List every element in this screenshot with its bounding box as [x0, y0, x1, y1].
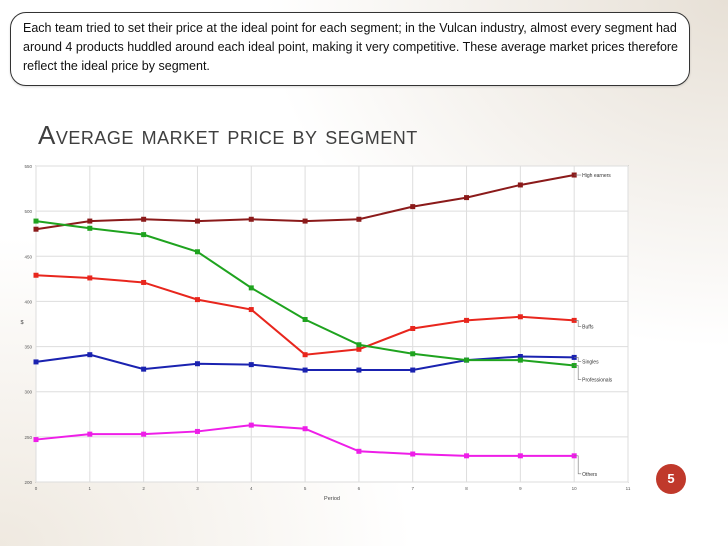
legend-leader [574, 365, 582, 380]
x-tick-label: 4 [250, 486, 253, 491]
x-tick-label: 1 [89, 486, 92, 491]
x-tick-label: 0 [35, 486, 38, 491]
x-tick-label: 8 [465, 486, 468, 491]
data-point [141, 431, 147, 437]
data-point [464, 317, 470, 323]
x-tick-label: 2 [142, 486, 145, 491]
y-tick-label: 550 [24, 164, 32, 169]
y-tick-label: 300 [24, 390, 32, 395]
y-tick-label: 500 [24, 209, 32, 214]
callout-box: Each team tried to set their price at th… [10, 12, 690, 86]
x-tick-label: 6 [358, 486, 361, 491]
slide-title: Average market price by segment [38, 120, 418, 150]
y-tick-label: 400 [24, 299, 32, 304]
data-point [194, 249, 200, 255]
data-point [517, 182, 523, 188]
data-point [248, 422, 254, 428]
series-end-label: Singles [582, 359, 599, 365]
legend-leader [574, 357, 582, 362]
data-point [302, 367, 308, 373]
data-point [464, 453, 470, 459]
data-point [410, 367, 416, 373]
y-tick-label: 450 [24, 254, 32, 259]
data-point [410, 351, 416, 357]
data-point [141, 366, 147, 372]
y-tick-label: 350 [24, 345, 32, 350]
x-tick-label: 5 [304, 486, 307, 491]
data-point [464, 195, 470, 201]
data-point [356, 346, 362, 352]
data-point [356, 342, 362, 348]
page-number-badge: 5 [656, 464, 686, 494]
data-point [248, 285, 254, 291]
data-point [141, 232, 147, 238]
y-tick-label: 250 [24, 435, 32, 440]
x-tick-label: 10 [572, 486, 578, 491]
data-point [517, 357, 523, 363]
data-point [356, 448, 362, 454]
data-point [33, 272, 39, 278]
series-end-label: Buffs [582, 324, 594, 330]
data-point [194, 361, 200, 367]
x-axis-label: Period [324, 496, 340, 502]
data-point [464, 357, 470, 363]
chart-area: 200 250 300 350 400 450 500 550 0 1 2 3 4 5 6 7 8 9 10 11 Pe… [14, 160, 654, 506]
data-point [517, 314, 523, 320]
data-point [87, 352, 93, 358]
data-point [87, 275, 93, 281]
data-point [87, 431, 93, 437]
x-tick-label: 9 [519, 486, 522, 491]
data-point [194, 297, 200, 303]
y-axis-label: $ [20, 320, 23, 326]
data-point [87, 225, 93, 231]
data-point [517, 453, 523, 459]
data-point [410, 326, 416, 332]
data-point [141, 279, 147, 285]
data-point [194, 428, 200, 434]
data-point [517, 354, 523, 360]
data-point [410, 451, 416, 457]
series-end-label: Professionals [582, 378, 613, 384]
legend-leader [574, 320, 582, 327]
data-point [248, 216, 254, 222]
data-point [248, 362, 254, 368]
data-point [194, 218, 200, 224]
x-tick-label: 7 [411, 486, 414, 491]
series-end-label: Others [582, 472, 598, 478]
data-point [302, 352, 308, 358]
data-point [410, 204, 416, 210]
data-point [87, 218, 93, 224]
legend-leader [574, 455, 582, 475]
y-tick-label: 200 [24, 480, 32, 485]
data-point [33, 359, 39, 365]
data-point [141, 216, 147, 222]
data-point [356, 216, 362, 222]
data-point [302, 426, 308, 432]
data-point [33, 226, 39, 232]
data-point [302, 218, 308, 224]
data-point [33, 437, 39, 443]
data-point [33, 218, 39, 224]
series-end-label: High earners [582, 173, 611, 179]
data-point [356, 367, 362, 373]
line-chart: 200 250 300 350 400 450 500 550 0 1 2 3 4 5 6 7 8 9 10 11 Pe… [20, 164, 631, 502]
data-point [302, 316, 308, 322]
x-tick-label: 11 [626, 486, 631, 491]
callout-text: Each team tried to set their price at th… [23, 21, 679, 73]
x-tick-label: 3 [196, 486, 199, 491]
data-point [248, 307, 254, 313]
